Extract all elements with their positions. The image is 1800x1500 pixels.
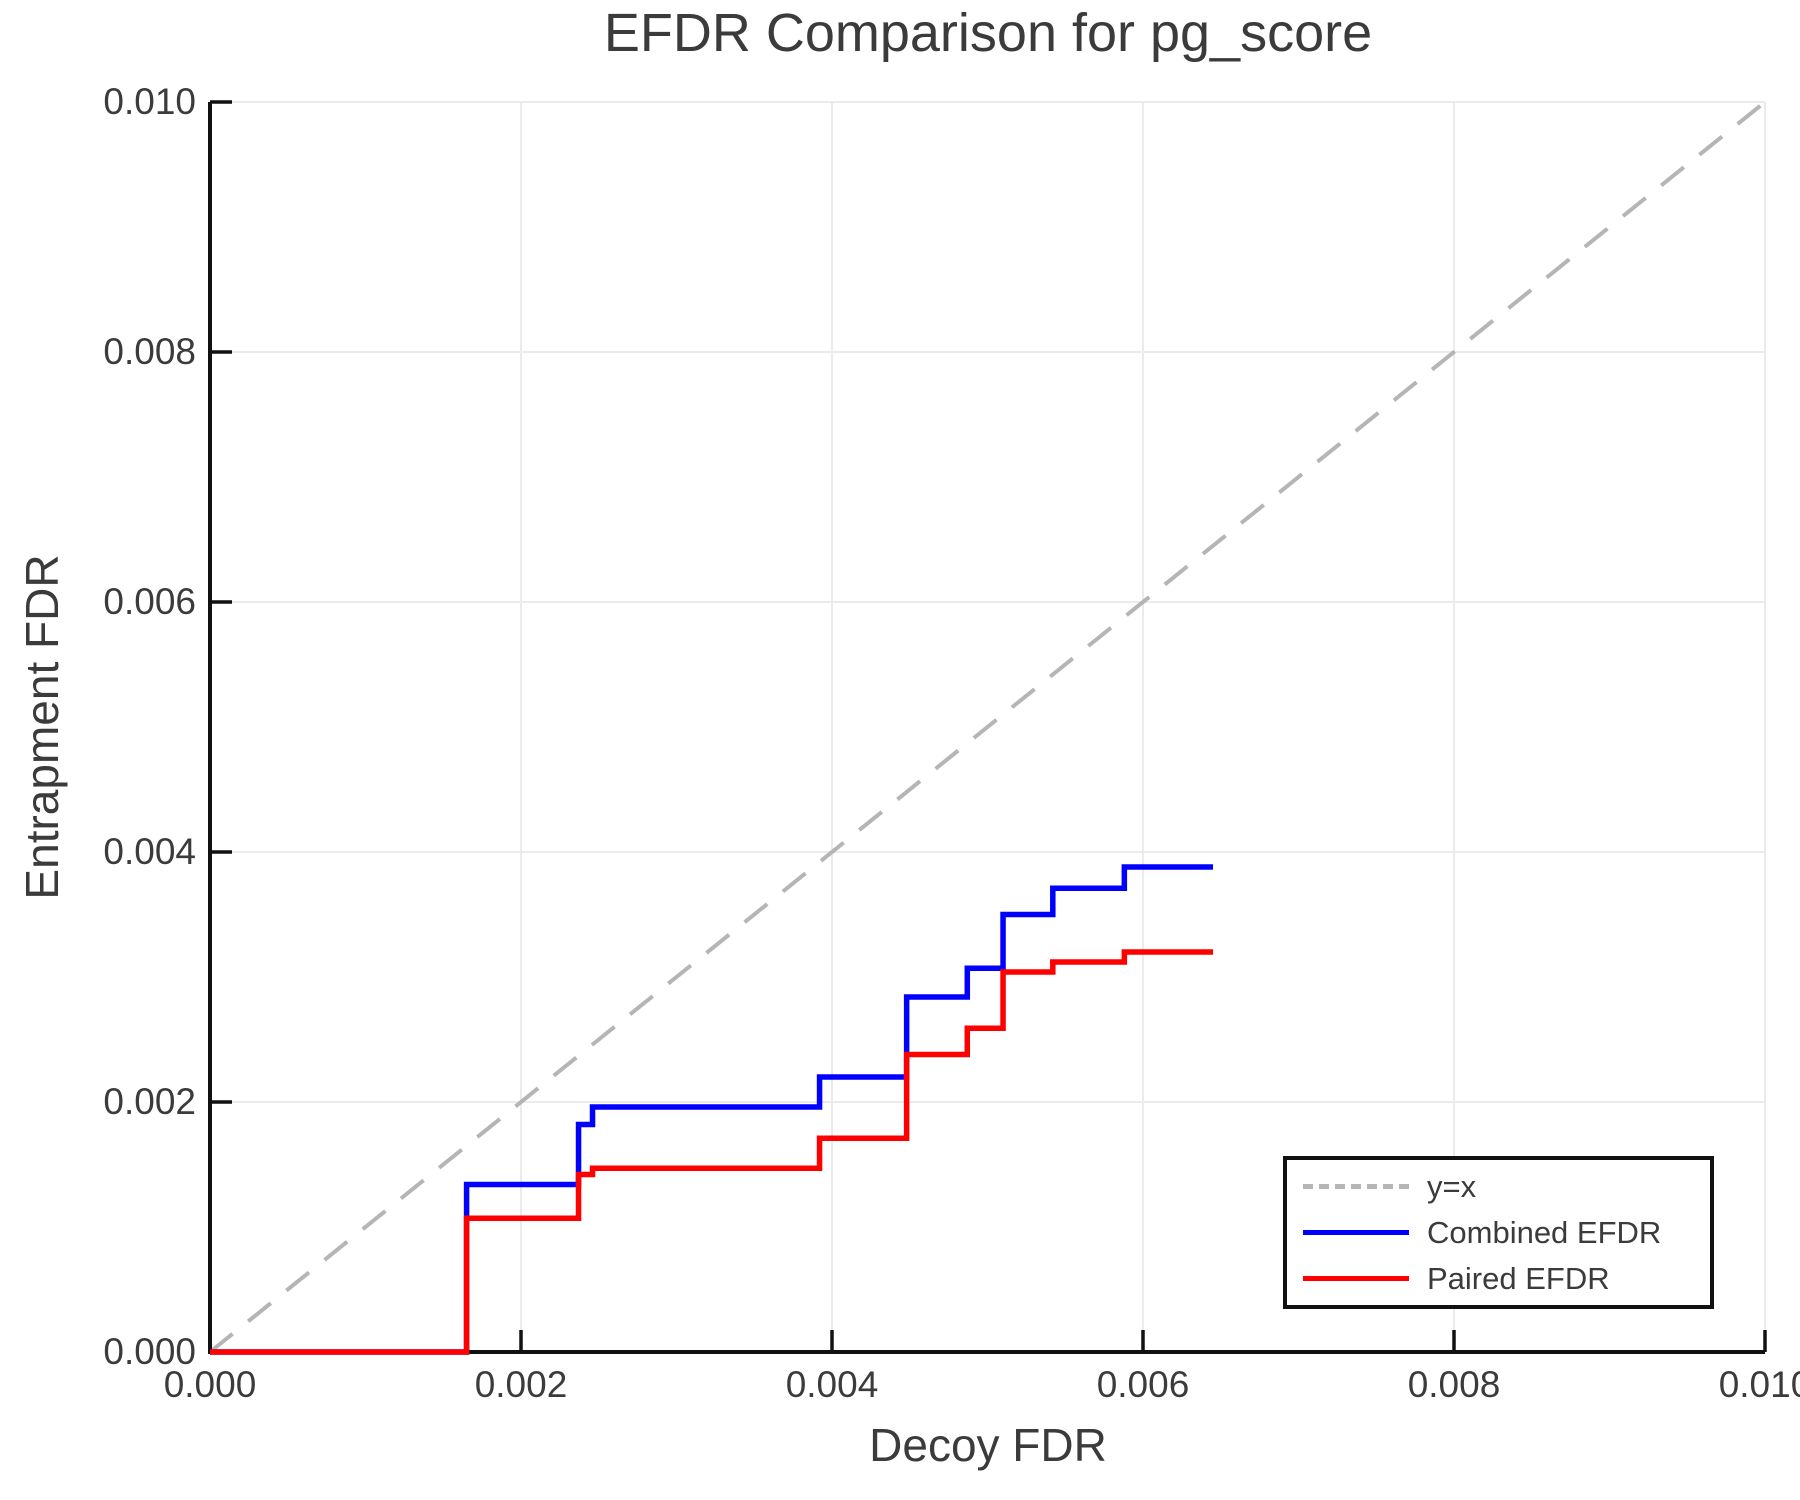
y-tick-label: 0.004	[103, 831, 196, 872]
y-tick-label: 0.008	[103, 331, 196, 372]
y-tick-label: 0.006	[103, 581, 196, 622]
y-tick-label: 0.010	[103, 81, 196, 122]
x-tick-label: 0.008	[1407, 1364, 1501, 1405]
legend-dashed-line-swatch	[1303, 1183, 1409, 1189]
chart-title: EFDR Comparison for pg_score	[603, 3, 1373, 63]
series-paired-efdr	[210, 949, 1213, 1355]
legend-label: y=x	[1427, 1168, 1477, 1204]
legend-item-paired-efdr: Paired EFDR	[1303, 1259, 1710, 1299]
x-tick-label: 0.010	[1718, 1364, 1800, 1405]
legend-label: Paired EFDR	[1427, 1261, 1610, 1297]
legend-item-yx: y=x	[1303, 1166, 1710, 1206]
y-tick-label: 0.000	[103, 1331, 196, 1372]
legend-label: Combined EFDR	[1427, 1215, 1662, 1250]
x-tick-label: 0.000	[163, 1364, 257, 1405]
x-tick-label: 0.006	[1096, 1364, 1190, 1405]
x-axis-title: Decoy FDR	[869, 1419, 1107, 1471]
series-combined-efdr	[210, 864, 1213, 1355]
legend: y=x Combined EFDR Paired EFDR	[1283, 1156, 1714, 1309]
legend-blue-line-swatch	[1303, 1230, 1409, 1235]
reference-line-yx	[208, 100, 1767, 1354]
legend-item-combined-efdr: Combined EFDR	[1303, 1213, 1710, 1253]
x-tick-label: 0.002	[474, 1364, 568, 1405]
x-tick-label: 0.004	[785, 1364, 879, 1405]
y-tick-label: 0.002	[103, 1081, 196, 1122]
legend-red-line-swatch	[1303, 1276, 1409, 1282]
